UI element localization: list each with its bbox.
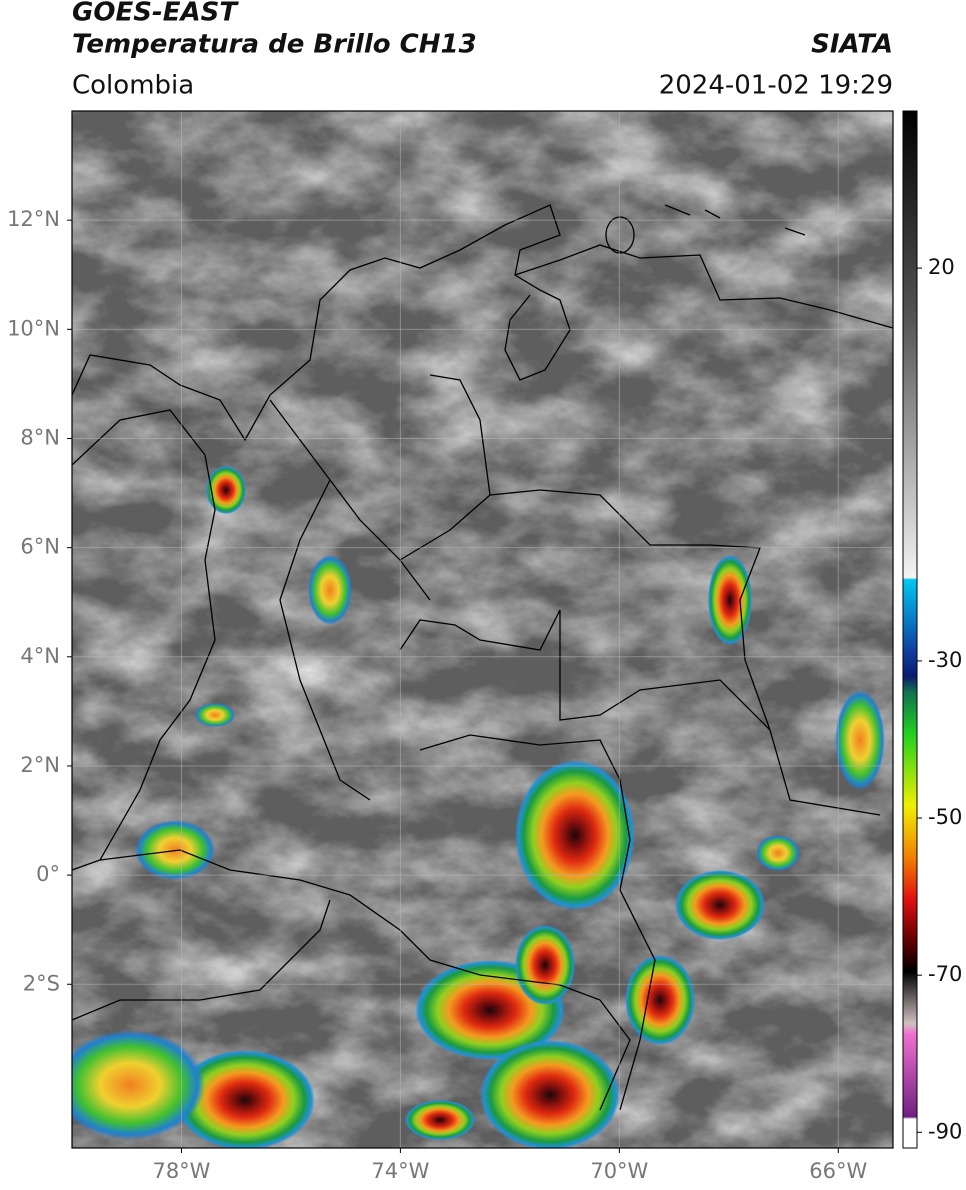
lat-tick-label: 4°N — [20, 644, 60, 668]
colorbar-tick-label: 20 — [928, 255, 955, 279]
map-frame — [71, 110, 894, 1149]
subtitle: Temperatura de Brillo CH13 — [72, 30, 477, 60]
lat-tick-label: 0° — [36, 862, 60, 886]
storm-cells — [72, 466, 885, 1148]
graticule — [72, 111, 893, 1148]
lat-tick-label: 6°N — [20, 535, 60, 559]
colorbar-tick-label: -90 — [928, 1119, 962, 1143]
colorbar-tick-label: -50 — [928, 805, 962, 829]
source: SIATA — [811, 30, 893, 60]
lat-tick-label: 2°S — [23, 971, 60, 995]
colorbar-tick-label: -30 — [928, 648, 962, 672]
lat-tick-label: 8°N — [20, 425, 60, 449]
lon-tick-label: 66°W — [809, 1159, 867, 1183]
lon-tick-label: 78°W — [152, 1159, 210, 1183]
lon-tick-label: 74°W — [371, 1159, 429, 1183]
map-image — [72, 111, 893, 1148]
lat-tick-label: 10°N — [7, 316, 60, 340]
datetime: 2024-01-02 19:29 — [659, 71, 893, 101]
lon-tick-label: 70°W — [590, 1159, 648, 1183]
title: GOES-EAST — [72, 0, 239, 28]
borders — [72, 204, 893, 1111]
region: Colombia — [72, 71, 194, 101]
lat-tick-label: 2°N — [20, 753, 60, 777]
lat-tick-label: 12°N — [7, 207, 60, 231]
colorbar-tick-label: -70 — [928, 962, 962, 986]
colorbar — [902, 110, 918, 1149]
